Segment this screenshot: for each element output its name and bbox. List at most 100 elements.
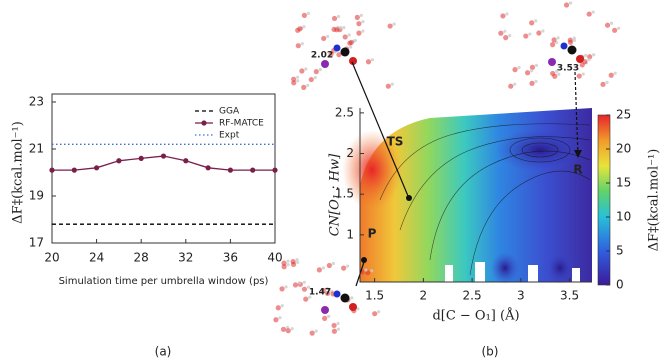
y-tick-label: 17 bbox=[29, 236, 44, 250]
water-atom bbox=[370, 58, 375, 62]
atom bbox=[333, 290, 341, 298]
water-atom bbox=[556, 36, 560, 40]
x-axis-label: d[C − O₁] (Å) bbox=[432, 308, 519, 324]
atom bbox=[321, 60, 329, 68]
water-atom bbox=[529, 64, 536, 70]
x-tick-label: 3.5 bbox=[560, 289, 579, 303]
y-tick-label: 2 bbox=[346, 146, 354, 160]
point bbox=[49, 167, 55, 173]
point bbox=[116, 158, 122, 164]
colorbar bbox=[597, 114, 611, 286]
water-atom bbox=[370, 269, 374, 273]
water-atom bbox=[275, 305, 281, 311]
water-atom bbox=[297, 26, 303, 32]
water-atom bbox=[327, 314, 331, 318]
legend-marker bbox=[201, 120, 207, 126]
water-atom bbox=[534, 63, 539, 67]
water-atom bbox=[280, 304, 284, 308]
atom bbox=[333, 44, 341, 52]
water-atom bbox=[392, 22, 396, 26]
water-atom bbox=[321, 35, 327, 42]
water-atom bbox=[587, 58, 591, 62]
water-atom bbox=[604, 22, 611, 28]
water-atom bbox=[500, 13, 506, 19]
water-atom bbox=[321, 266, 325, 270]
atom bbox=[576, 55, 584, 63]
water-atom bbox=[322, 315, 328, 321]
water-atom bbox=[285, 328, 291, 334]
legend-label: RF-MATCE bbox=[219, 119, 264, 129]
y-axis-label: ΔF‡(kcal.mol⁻¹) bbox=[11, 121, 26, 224]
point bbox=[227, 167, 233, 173]
water-atom bbox=[581, 72, 585, 76]
x-tick-label: 20 bbox=[44, 251, 59, 265]
water-atom bbox=[361, 29, 365, 33]
x-tick-label: 2.5 bbox=[463, 289, 482, 303]
water-atom bbox=[576, 73, 582, 79]
water-atom bbox=[555, 69, 559, 74]
water-atom bbox=[326, 262, 332, 269]
x-tick-label: 32 bbox=[178, 251, 193, 265]
y-tick-label: 1.5 bbox=[335, 187, 354, 201]
point bbox=[250, 167, 256, 173]
annotation: 3.53 bbox=[557, 64, 579, 74]
water-atom bbox=[299, 68, 305, 74]
atom bbox=[340, 47, 350, 57]
water-atom bbox=[318, 68, 322, 72]
water-atom bbox=[508, 34, 512, 38]
water-atom bbox=[541, 29, 545, 33]
water-atom bbox=[353, 38, 357, 43]
water-atom bbox=[356, 307, 360, 311]
water-atom bbox=[608, 72, 614, 78]
water-atom bbox=[308, 295, 312, 299]
water-atom bbox=[557, 72, 561, 76]
x-tick-label: 24 bbox=[89, 251, 104, 265]
caption: (a) bbox=[155, 345, 172, 359]
atom bbox=[349, 57, 357, 65]
water-atom bbox=[529, 80, 535, 86]
point bbox=[272, 167, 278, 173]
x-tick-label: 2 bbox=[420, 289, 428, 303]
atom bbox=[560, 42, 568, 50]
water-atom bbox=[324, 290, 331, 297]
water-atom bbox=[295, 260, 300, 264]
water-atom bbox=[301, 84, 307, 90]
water-atom bbox=[286, 259, 290, 263]
water-atom bbox=[613, 71, 617, 75]
water-atom bbox=[346, 264, 350, 268]
point bbox=[138, 155, 144, 161]
water-atom bbox=[291, 76, 297, 82]
water-atom bbox=[498, 30, 504, 36]
water-atom bbox=[281, 264, 287, 270]
atom bbox=[349, 303, 357, 311]
water-atom bbox=[291, 80, 297, 86]
colorbar-tick-label: 25 bbox=[616, 108, 631, 122]
water-atom bbox=[524, 70, 531, 76]
water-atom bbox=[387, 23, 393, 29]
water-atom bbox=[296, 75, 300, 79]
water-atom bbox=[280, 326, 287, 332]
y-tick-label: 21 bbox=[29, 142, 44, 156]
water-atom bbox=[286, 263, 290, 267]
water-atom bbox=[313, 69, 319, 75]
water-atom bbox=[320, 287, 326, 294]
water-atom bbox=[331, 15, 338, 22]
x-tick-label: 36 bbox=[223, 251, 238, 265]
colorbar-tick-label: 15 bbox=[616, 176, 631, 190]
water-atom bbox=[503, 29, 507, 33]
water-atom bbox=[377, 310, 381, 314]
water-atom bbox=[331, 322, 337, 329]
contour-field bbox=[342, 108, 592, 284]
y-tick-label: 23 bbox=[29, 95, 44, 109]
point bbox=[160, 153, 167, 159]
y-axis-label: CN[O₁ : Hw] bbox=[328, 153, 343, 236]
colorbar-label: ΔF‡(kcal.mol⁻¹) bbox=[647, 149, 662, 252]
water-atom bbox=[296, 79, 300, 83]
annotation: R bbox=[573, 163, 582, 177]
water-atom bbox=[325, 286, 329, 291]
water-atom bbox=[508, 83, 514, 89]
water-atom bbox=[313, 75, 317, 80]
water-atom bbox=[278, 316, 282, 320]
water-atom bbox=[292, 282, 299, 288]
